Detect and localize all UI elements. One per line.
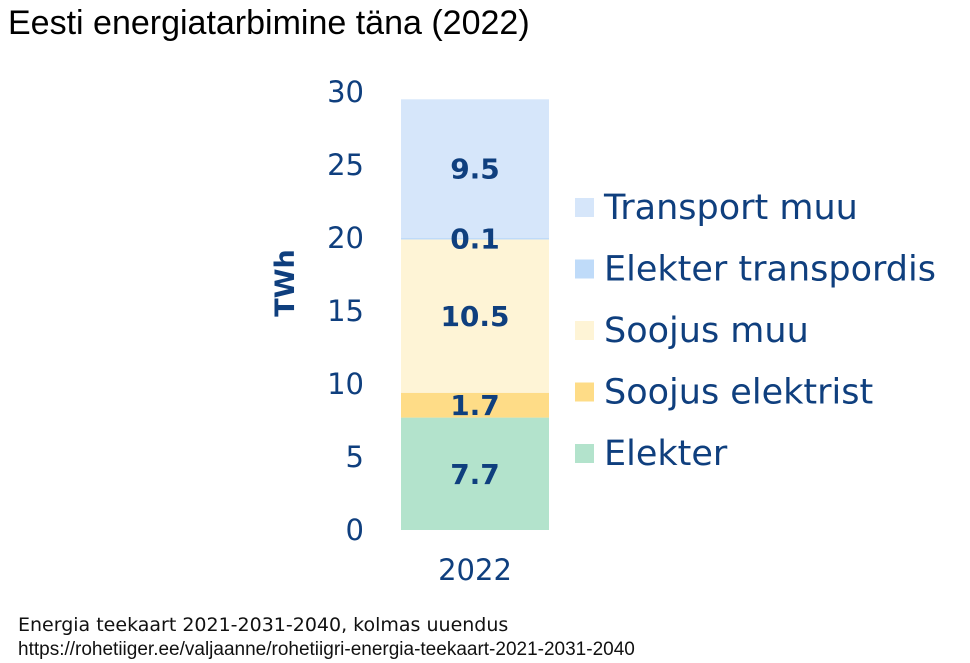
data-label: 1.7 [450, 389, 500, 422]
legend-swatch [575, 198, 594, 217]
bar-segment [401, 417, 549, 530]
y-tick-label: 0 [346, 513, 364, 547]
y-tick-label: 10 [327, 367, 364, 401]
data-label: 7.7 [450, 458, 500, 491]
bar-segment [401, 238, 549, 240]
x-axis: 2022 [438, 553, 512, 587]
legend-label: Soojus elektrist [604, 373, 873, 413]
legend-label: Transport muu [603, 188, 858, 228]
bar-segment [401, 392, 549, 418]
legend: Transport muu Elekter transpordis Soojus m… [575, 188, 936, 474]
y-tick-label: 5 [346, 440, 364, 474]
y-tick-label: 25 [327, 148, 364, 182]
y-axis: 0 5 10 15 20 25 30 [327, 75, 364, 547]
x-category-label: 2022 [438, 553, 512, 587]
legend-swatch [575, 444, 594, 463]
legend-label: Elekter [604, 434, 728, 474]
legend-label: Soojus muu [604, 311, 809, 351]
legend-swatch [575, 382, 594, 402]
y-tick-label: 30 [327, 75, 364, 109]
y-axis-label: TWh [270, 249, 301, 316]
legend-label: Elekter transpordis [604, 250, 936, 290]
y-tick-label: 15 [327, 294, 364, 328]
legend-swatch [575, 321, 594, 340]
bar-stack [401, 99, 549, 530]
data-label: 10.5 [440, 300, 509, 333]
y-tick-label: 20 [327, 221, 364, 255]
data-label: 9.5 [450, 153, 500, 186]
source-url: https://rohetiiger.ee/valjaanne/rohetiig… [18, 639, 635, 660]
data-label: 0.1 [450, 223, 500, 256]
chart-title: Eesti energiatarbimine täna (2022) [8, 4, 530, 42]
bar-segment [401, 99, 549, 238]
source-citation: Energia teekaart 2021-2031-2040, kolmas … [18, 614, 509, 636]
bar-segment [401, 239, 549, 393]
data-labels: 7.7 1.7 10.5 0.1 9.5 [440, 153, 509, 491]
stacked-bar-chart: 0 5 10 15 20 25 30 TWh 7.7 1.7 10.5 0.1 9.5 2022 T… [270, 75, 936, 587]
legend-swatch [575, 259, 594, 279]
